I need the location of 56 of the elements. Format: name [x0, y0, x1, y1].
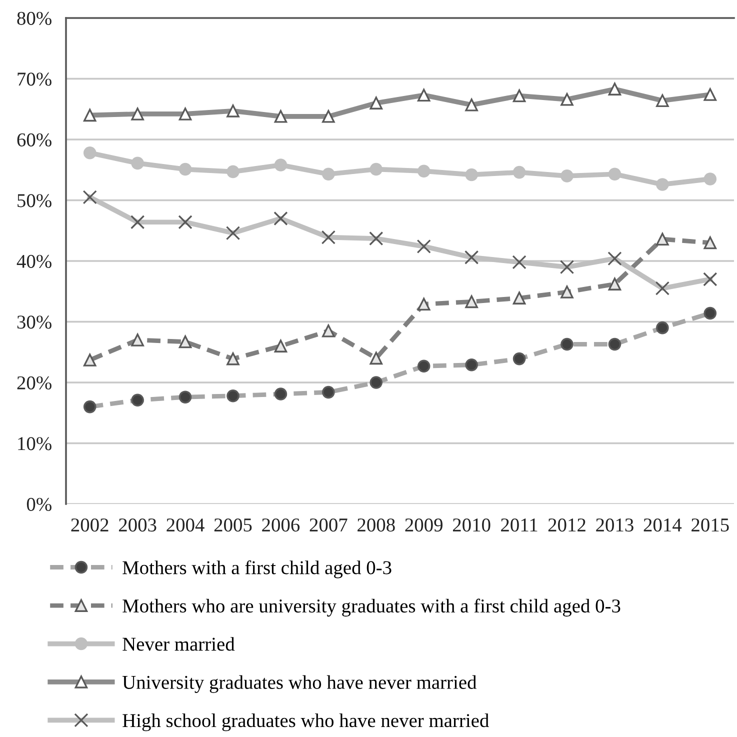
point	[512, 166, 526, 179]
x-tick-label: 2015	[692, 518, 729, 532]
point	[417, 298, 430, 311]
point	[656, 232, 669, 246]
x-tick-label: 2002	[71, 518, 108, 532]
y-tick-label: 0%	[26, 498, 52, 511]
x-tick-label: 2004	[166, 518, 204, 532]
point	[274, 340, 288, 352]
point	[131, 334, 144, 346]
x-tick-label: 2011	[501, 518, 538, 532]
legend-label: Mothers who are university graduates with a first child aged 0-3	[122, 598, 620, 617]
point	[704, 236, 717, 250]
y-tick-label: 50%	[18, 194, 52, 208]
y-tick-label: 60%	[17, 133, 52, 146]
x-tick-label: 2005	[214, 518, 252, 532]
point	[178, 335, 192, 348]
y-tick-label: 10%	[18, 437, 52, 450]
point	[560, 170, 574, 182]
legend-label: Never married	[122, 637, 235, 651]
y-tick-label: 30%	[17, 316, 52, 329]
x-tick-label: 2013	[596, 518, 634, 532]
point	[370, 162, 383, 176]
point	[512, 292, 526, 304]
point	[322, 324, 335, 338]
y-tick-label: 80%	[17, 12, 52, 25]
point	[83, 146, 96, 160]
legend-label: Mothers with a first child aged 0-3	[122, 560, 392, 578]
point	[608, 278, 622, 290]
x-tick-label: 2009	[405, 518, 443, 532]
x-tick-label: 2003	[118, 518, 156, 532]
x-tick-label: 2006	[262, 518, 300, 532]
y-tick-label: 20%	[17, 376, 52, 390]
point	[226, 352, 240, 366]
point	[131, 156, 144, 170]
legend-label: High school graduates who have never married	[122, 713, 489, 732]
point	[656, 178, 669, 191]
point	[417, 164, 430, 178]
point	[465, 295, 478, 308]
point	[560, 286, 574, 298]
point	[274, 158, 288, 172]
point	[704, 172, 717, 186]
point	[322, 168, 335, 181]
legend-label: University graduates who have never married	[122, 675, 477, 693]
point	[608, 168, 622, 181]
y-tick-label: 70%	[18, 72, 52, 86]
x-tick-label: 2010	[452, 518, 490, 532]
x-tick-label: 2012	[548, 518, 586, 532]
point	[370, 352, 383, 365]
point	[178, 162, 192, 176]
point	[465, 168, 478, 182]
x-tick-label: 2007	[310, 518, 348, 532]
point	[83, 354, 96, 366]
point	[226, 165, 240, 178]
x-tick-label: 2008	[358, 518, 395, 532]
x-tick-label: 2014	[644, 518, 682, 532]
y-tick-label: 40%	[16, 254, 52, 268]
